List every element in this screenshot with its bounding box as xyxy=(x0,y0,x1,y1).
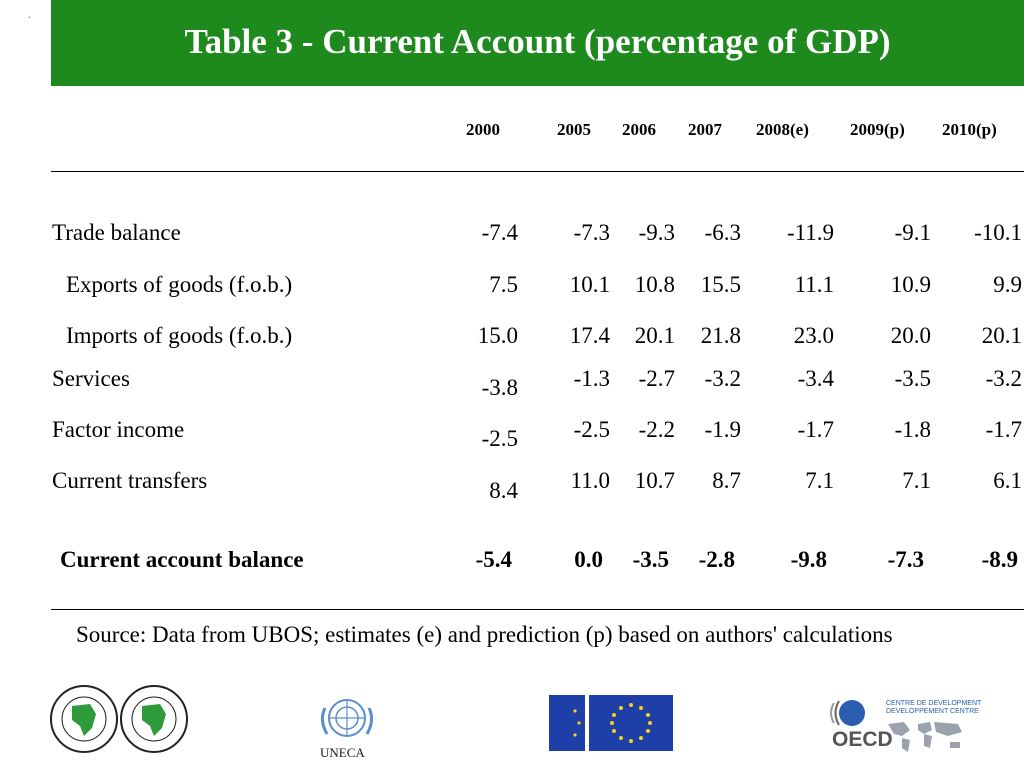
eu-flag-icon xyxy=(549,695,673,751)
year-header: 2008(e) xyxy=(756,120,809,139)
table-cell: 20.1 xyxy=(634,323,675,348)
table-cell: 15.5 xyxy=(700,272,741,297)
year-header: 2007 xyxy=(688,120,722,139)
total-cell: -7.3 xyxy=(887,547,924,572)
row-label-exports: Exports of goods (f.o.b.) xyxy=(66,272,293,297)
afdb-logos xyxy=(50,685,188,753)
table-cell: -3.5 xyxy=(894,366,931,391)
table-cell: 10.9 xyxy=(890,272,931,297)
table-cell: 11.0 xyxy=(570,468,610,493)
row-label-imports: Imports of goods (f.o.b.) xyxy=(66,323,293,348)
header-rule xyxy=(51,171,1024,172)
table-cell: -3.8 xyxy=(481,375,518,400)
total-cell: -3.5 xyxy=(632,547,669,572)
total-cell: -2.8 xyxy=(698,547,735,572)
total-cell: 0.0 xyxy=(574,547,603,572)
table-cell: 10.1 xyxy=(569,272,610,297)
year-header: 2000 xyxy=(466,120,500,139)
year-header: 2006 xyxy=(622,120,656,139)
table-cell: -2.5 xyxy=(481,426,518,451)
table-cell: 6.1 xyxy=(993,468,1022,493)
page-title: Table 3 - Current Account (percentage of… xyxy=(184,22,891,61)
table-cell: -2.5 xyxy=(573,417,610,442)
table-cell: 15.0 xyxy=(477,323,518,348)
row-label-trade-balance: Trade balance xyxy=(52,220,181,245)
title-bar: Table 3 - Current Account (percentage of… xyxy=(51,0,1024,86)
table-cell: -1.7 xyxy=(797,417,834,442)
row-label-factor-income: Factor income xyxy=(52,417,185,442)
table-cell: -6.3 xyxy=(704,220,741,245)
table-cell: -10.1 xyxy=(974,220,1022,245)
table-cell: -11.9 xyxy=(786,220,834,245)
oecd-icon xyxy=(830,700,865,726)
table-cell: 11.1 xyxy=(794,272,834,297)
footer-rule xyxy=(51,609,1024,610)
uneca-label: UNECA xyxy=(320,745,365,760)
table-cell: -2.2 xyxy=(638,417,675,442)
table-cell: 10.7 xyxy=(634,468,675,493)
table-cell: 23.0 xyxy=(793,323,834,348)
table-cell: 8.7 xyxy=(712,468,741,493)
table-cell: -3.2 xyxy=(704,366,741,391)
table-cell: -7.3 xyxy=(573,220,610,245)
table-cell: -1.8 xyxy=(894,417,931,442)
table-cell: -7.4 xyxy=(481,220,518,245)
table-cell: -9.1 xyxy=(894,220,931,245)
table-cell: -1.3 xyxy=(573,366,610,391)
year-header: 2005 xyxy=(557,120,591,139)
world-map-icon xyxy=(888,722,962,752)
table-cell: 7.1 xyxy=(902,468,931,493)
source-note: Source: Data from UBOS; estimates (e) an… xyxy=(76,622,893,647)
dev-centre-text: CENTRE DE DEVELOPMENT DEVELOPPEMENT CENT… xyxy=(886,700,981,716)
table-cell: 10.8 xyxy=(634,272,675,297)
table-cell: 7.1 xyxy=(805,468,834,493)
table-cell: -1.9 xyxy=(704,417,741,442)
dev-centre-line2: DEVELOPPEMENT CENTRE xyxy=(886,708,979,715)
row-label-current-transfers: Current transfers xyxy=(52,468,208,493)
table-cell: 21.8 xyxy=(700,323,741,348)
table-cell: -3.2 xyxy=(985,366,1022,391)
table-cell: 17.4 xyxy=(569,323,610,348)
table-cell: -2.7 xyxy=(638,366,675,391)
year-header: 2009(p) xyxy=(850,120,905,139)
un-emblem-icon xyxy=(320,699,374,737)
total-cell: -9.8 xyxy=(790,547,827,572)
oecd-label: OECD xyxy=(832,728,893,751)
corner-mark: . xyxy=(28,10,31,21)
year-header: 2010(p) xyxy=(942,120,997,139)
table-cell: 20.0 xyxy=(890,323,931,348)
dev-centre-line1: CENTRE DE DEVELOPMENT xyxy=(886,700,982,707)
total-cell: -5.4 xyxy=(475,547,512,572)
row-label-current-account-balance: Current account balance xyxy=(60,547,304,572)
table-cell: -1.7 xyxy=(985,417,1022,442)
table-cell: 9.9 xyxy=(993,272,1022,297)
table-cell: 8.4 xyxy=(489,478,518,503)
table-cell: -9.3 xyxy=(638,220,675,245)
total-cell: -8.9 xyxy=(981,547,1018,572)
table-cell: 7.5 xyxy=(489,272,518,297)
row-label-services: Services xyxy=(52,366,130,391)
table-cell: 20.1 xyxy=(981,323,1022,348)
table-cell: -3.4 xyxy=(797,366,834,391)
